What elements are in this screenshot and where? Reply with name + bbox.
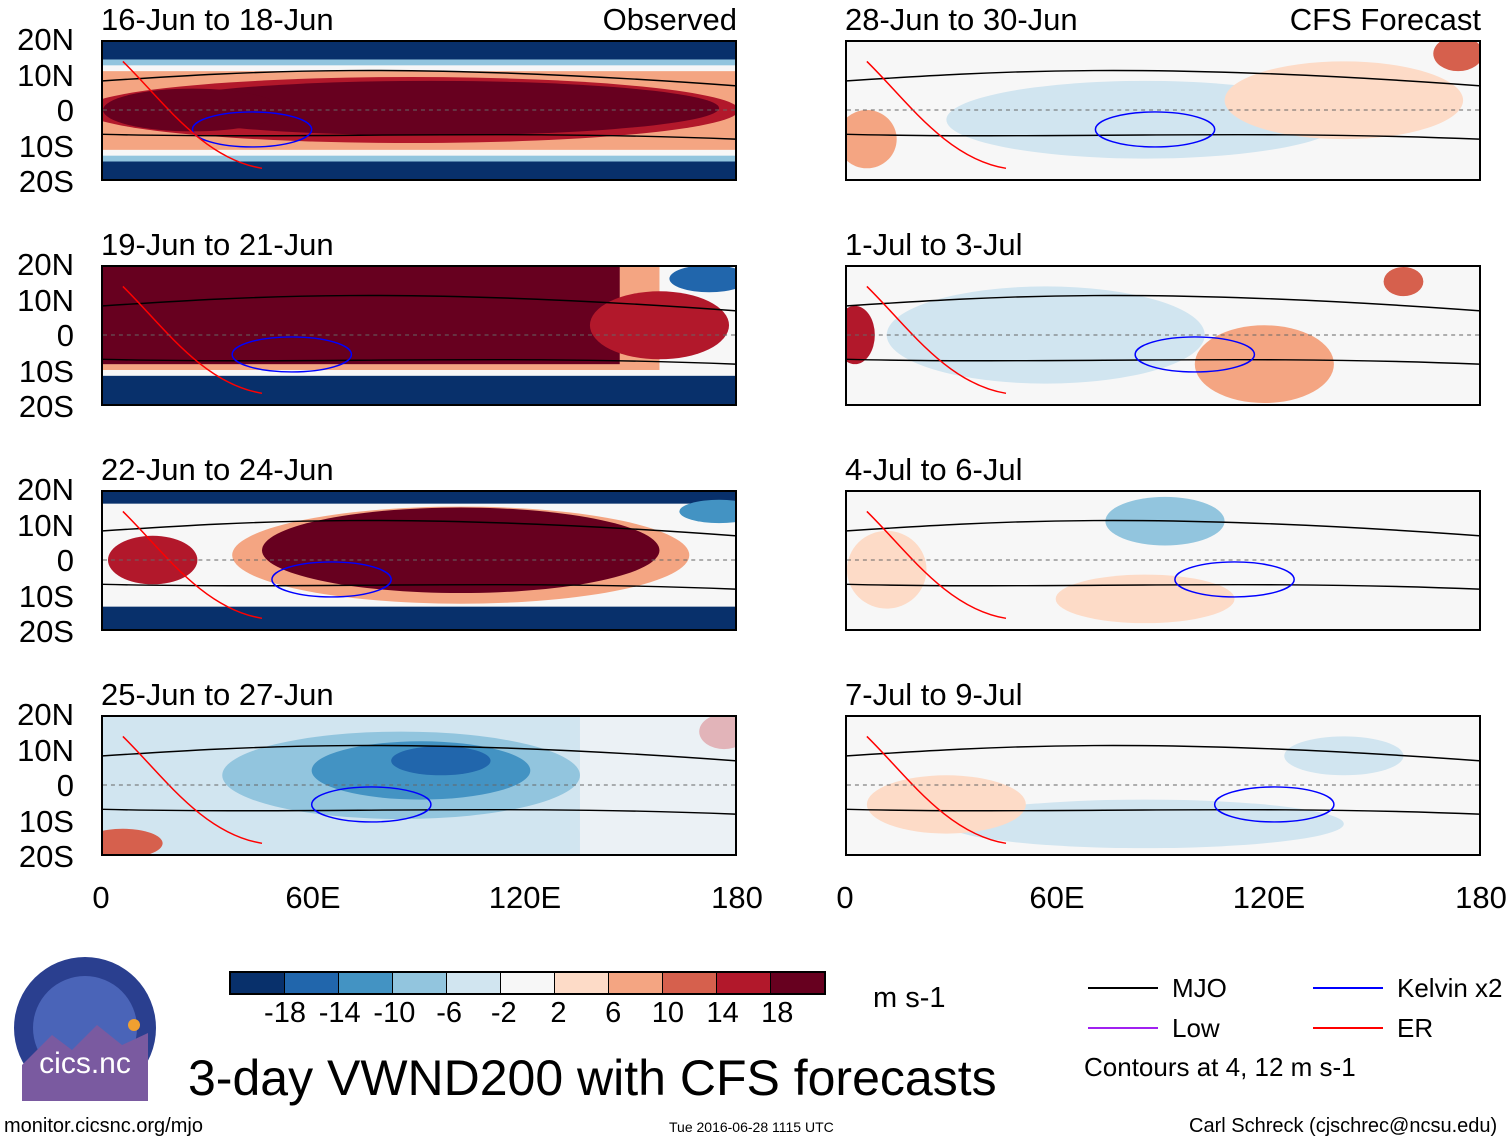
legend-note: Contours at 4, 12 m s-1 [1084,1052,1356,1082]
longitude-label: 120E [1232,880,1306,915]
latitude-label: 20S [18,614,74,649]
panel-header: CFS Forecast [1289,2,1481,37]
footer-credit: Carl Schreck (cjschrec@ncsu.edu) [1189,1115,1498,1137]
wind-field-map [847,267,1479,404]
latitude-label: 10N [17,282,74,318]
latitude-label: 20N [17,247,74,282]
colorbar-swatch [501,973,555,993]
legend-line [1088,1027,1158,1029]
longitude-label: 180 [711,880,763,915]
figure-title: 3-day VWND200 with CFS forecasts [188,1050,997,1106]
colorbar-tick-label: -18 [264,997,306,1029]
latitude-label: 20S [18,839,74,874]
latitude-label: 10N [17,732,74,768]
panel-title: 25-Jun to 27-Jun [101,677,334,712]
legend-label: Low [1172,1013,1220,1043]
colorbar-tick-label: -2 [490,997,517,1029]
wind-field-map [103,717,735,854]
latitude-label: 20N [17,22,74,57]
longitude-label: 60E [1029,880,1085,915]
wind-field-map [103,492,735,629]
colorbar-tick-label: 6 [605,997,622,1029]
colorbar-tick-label: 10 [651,997,685,1029]
panel-title: 19-Jun to 21-Jun [101,227,334,262]
longitude-label: 180 [1455,880,1507,915]
latitude-label: 20N [17,472,74,507]
colorbar [229,971,826,995]
latitude-label: 10S [18,578,74,614]
colorbar-swatch [609,973,663,993]
map-panel [845,265,1481,406]
latitude-label: 0 [56,543,74,578]
legend-label: Kelvin x2 [1397,973,1503,1003]
legend-label: ER [1397,1013,1434,1043]
panel-title: 22-Jun to 24-Jun [101,452,334,487]
latitude-label: 0 [56,768,74,803]
colorbar-tick-label: -6 [436,997,462,1029]
latitude-label: 10S [18,128,74,164]
latitude-label: 20N [17,697,74,732]
map-panel [101,490,737,631]
legend-line [1313,987,1383,989]
colorbar-swatch [771,973,824,993]
wind-field-map [103,267,735,404]
footer-timestamp: Tue 2016-06-28 1115 UTC [669,1119,834,1135]
panel-title: 7-Jul to 9-Jul [845,677,1023,712]
colorbar-units: m s-1 [873,982,946,1014]
map-panel [845,715,1481,856]
panel-title: 16-Jun to 18-Jun [101,2,334,37]
panel-title: 1-Jul to 3-Jul [845,227,1023,262]
longitude-label: 120E [488,880,562,915]
latitude-label: 0 [56,318,74,353]
map-panel [101,265,737,406]
map-panel [845,40,1481,181]
latitude-label: 0 [56,93,74,128]
colorbar-swatch [555,973,609,993]
colorbar-tick-label: -14 [318,997,361,1029]
legend-line [1313,1027,1383,1029]
legend-label: MJO [1172,973,1227,1003]
wind-field-map [847,42,1479,170]
wind-field-map [847,735,1479,849]
colorbar-swatch [339,973,393,993]
colorbar-tick-label: 2 [550,997,567,1029]
longitude-label: 0 [92,880,110,915]
colorbar-swatch [231,973,285,993]
legend-line [1088,987,1158,989]
footer-url[interactable]: monitor.cicsnc.org/mjo [4,1115,203,1137]
longitude-label: 0 [836,880,854,915]
svg-text:cics.nc: cics.nc [39,1047,131,1080]
colorbar-swatch [285,973,339,993]
latitude-label: 10N [17,507,74,543]
panel-title: 28-Jun to 30-Jun [845,2,1078,37]
map-panel [845,490,1481,631]
latitude-label: 10N [17,57,74,93]
colorbar-tick-label: 14 [706,997,739,1029]
map-panel [101,40,737,181]
colorbar-swatch [663,973,717,993]
colorbar-tick-label: -10 [373,997,416,1029]
colorbar-swatch [393,973,447,993]
latitude-label: 20S [18,389,74,424]
wind-field-map [847,496,1479,624]
wind-field-map [103,42,735,179]
map-panel [101,715,737,856]
cics-logo: cics.nc [12,955,158,1101]
longitude-label: 60E [285,880,341,915]
colorbar-tick-label: 18 [761,997,794,1029]
panel-title: 4-Jul to 6-Jul [845,452,1023,487]
latitude-label: 10S [18,353,74,389]
colorbar-swatch [717,973,771,993]
panel-header: Observed [602,2,737,37]
latitude-label: 20S [18,164,74,199]
colorbar-swatch [447,973,501,993]
latitude-label: 10S [18,803,74,839]
